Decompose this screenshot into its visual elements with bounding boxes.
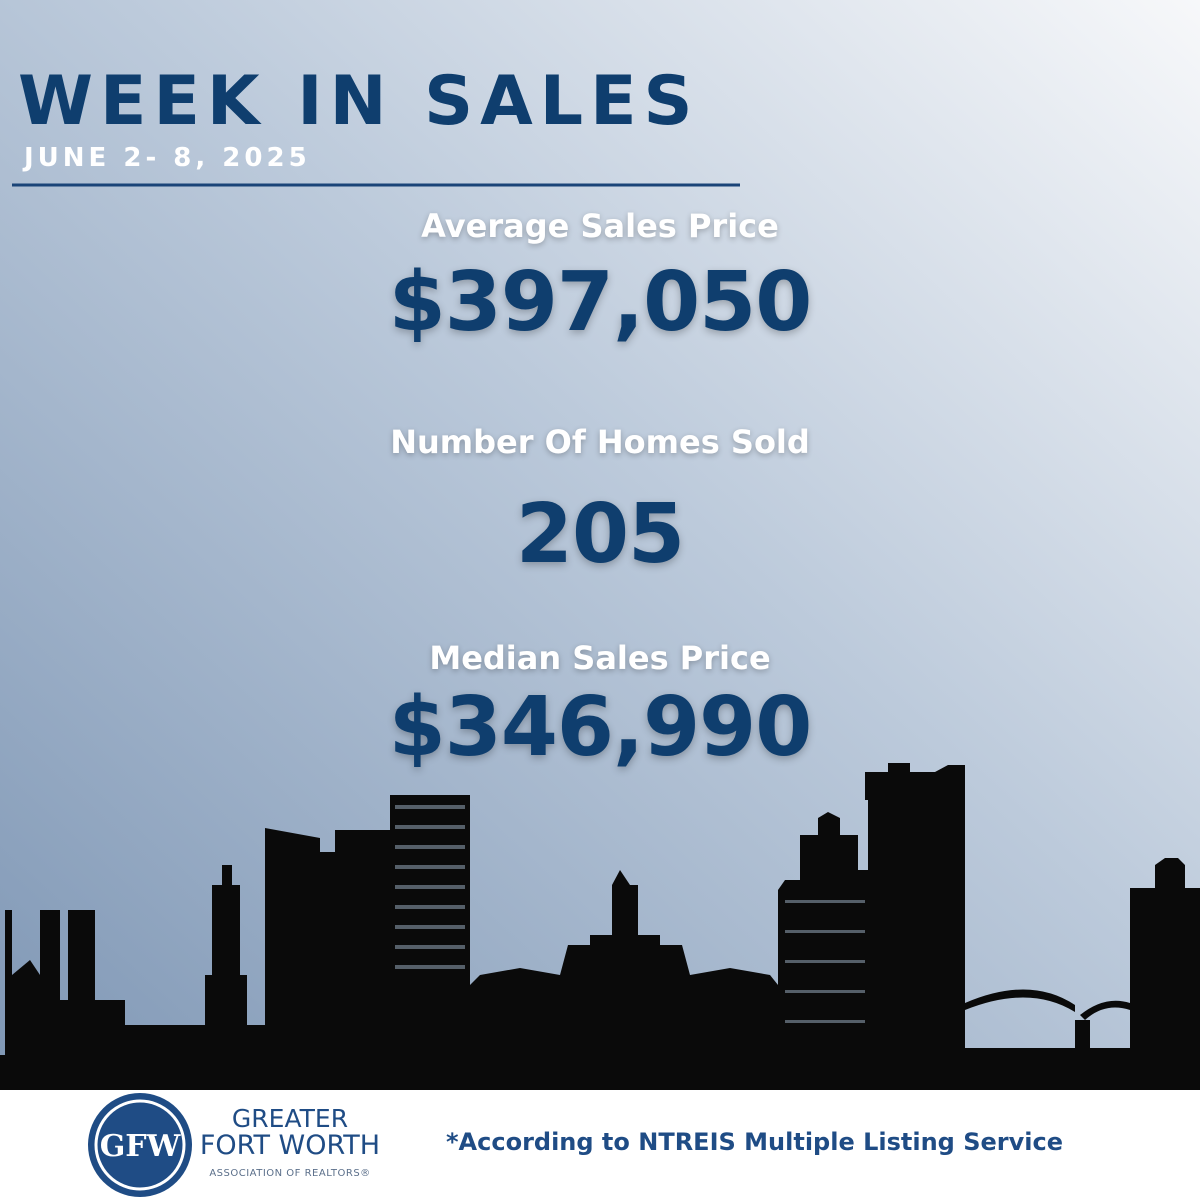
skyline (0, 763, 1200, 1090)
stat-value: 205 (515, 487, 685, 582)
footer-band (0, 1090, 1200, 1200)
date-range: JUNE 2- 8, 2025 (24, 143, 311, 173)
logo-text: FORT WORTH (199, 1130, 381, 1161)
source-note: *According to NTREIS Multiple Listing Se… (446, 1128, 1063, 1156)
logo-text: ASSOCIATION OF REALTORS® (209, 1168, 371, 1179)
stat-value: $346,990 (388, 680, 813, 775)
stat-label: Number Of Homes Sold (390, 423, 810, 461)
windows (395, 805, 865, 1023)
stat-label: Median Sales Price (429, 639, 771, 677)
gradient (0, 0, 1200, 1090)
title: WEEK IN SALES (18, 62, 700, 141)
logo-text: GREATER (231, 1104, 349, 1133)
logo-ring (94, 1099, 186, 1191)
logo-monogram: GFW (100, 1129, 182, 1164)
logo-circle (88, 1093, 192, 1197)
stat-label: Average Sales Price (421, 207, 779, 245)
stat-value: $397,050 (388, 255, 813, 350)
